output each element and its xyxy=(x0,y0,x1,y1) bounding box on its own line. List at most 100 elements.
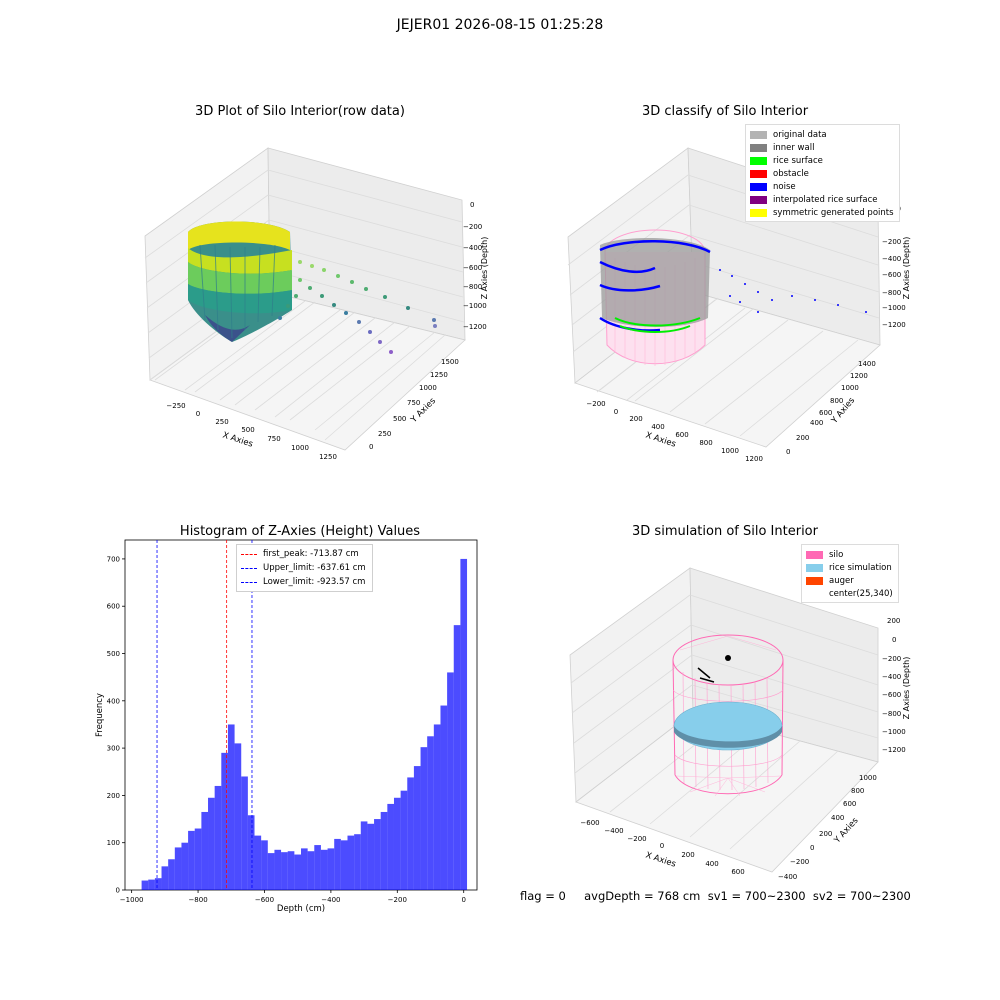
legend-entry-silo: silo xyxy=(806,548,893,561)
raw-ztick: 0 xyxy=(470,201,474,209)
histogram-bar xyxy=(294,854,301,890)
classify-ytick: 1400 xyxy=(858,360,876,368)
histogram-threshold-lines xyxy=(156,540,253,890)
histogram-bar xyxy=(354,834,361,890)
raw-ytick: 500 xyxy=(393,415,406,423)
raw-z-label: Z Axies (Depth) xyxy=(480,237,489,300)
raw-ztick: −400 xyxy=(463,244,482,252)
legend-swatch xyxy=(750,130,767,139)
simulation-z-label: Z Axies (Depth) xyxy=(902,657,911,720)
legend-entry-rice-surface: rice surface xyxy=(750,154,894,167)
histogram-bar xyxy=(307,851,315,890)
classify-ztick: −200 xyxy=(882,238,901,246)
histogram-bar xyxy=(447,672,454,890)
raw-point-cloud xyxy=(188,221,292,342)
classify-ytick: 1000 xyxy=(841,384,859,392)
histogram-bar xyxy=(201,811,209,890)
histogram-bar xyxy=(327,848,335,890)
simulation-xtick: 0 xyxy=(660,842,664,850)
figure-title: JEJER01 2026-08-15 01:25:28 xyxy=(396,17,604,33)
legend-entry-original-data: original data xyxy=(750,128,894,141)
simulation-ztick: −1000 xyxy=(882,728,906,736)
raw-xtick: 1000 xyxy=(291,444,309,452)
histogram-bar xyxy=(281,852,288,890)
raw-panel-title: 3D Plot of Silo Interior(row data) xyxy=(195,104,405,119)
simulation-ytick: 400 xyxy=(831,814,844,822)
legend-label: center(25,340) xyxy=(829,588,893,599)
legend-entry-obstacle: obstacle xyxy=(750,167,894,180)
raw-ztick: −1200 xyxy=(463,323,487,331)
simulation-ytick: 200 xyxy=(819,830,832,838)
histogram-bar xyxy=(413,766,421,890)
histogram-bar xyxy=(181,842,189,890)
legend-swatch xyxy=(241,553,257,555)
legend-entry-lower-limit: Lower_limit: -923.57 cm xyxy=(241,575,366,589)
simulation-x-label: X Axies xyxy=(644,850,677,869)
raw-xtick: 0 xyxy=(196,410,200,418)
histogram-bar xyxy=(141,880,149,890)
histogram-bar xyxy=(393,797,401,890)
legend-entry-center: center(25,340) xyxy=(806,587,893,600)
legend-swatch xyxy=(750,169,767,178)
histogram-bar xyxy=(188,830,195,890)
classify-xtick: 1000 xyxy=(721,447,739,455)
simulation-ztick: −600 xyxy=(882,691,901,699)
legend-swatch xyxy=(750,143,767,152)
histogram-bar xyxy=(334,838,341,890)
histogram-bar xyxy=(427,736,434,890)
classify-xtick: 600 xyxy=(675,431,688,439)
histogram-bar xyxy=(241,776,248,890)
histogram-bar xyxy=(234,743,242,890)
histogram-x-ticks: −1000 −800 −600 −400 −200 0 xyxy=(120,890,466,904)
classify-ztick: −400 xyxy=(882,255,901,263)
legend-entry-symmetric: symmetric generated points xyxy=(750,206,894,219)
legend-swatch xyxy=(806,576,823,585)
histogram-x-label: Depth (cm) xyxy=(277,904,325,914)
classify-y-ticks: 0 200 400 600 800 1000 1200 1400 xyxy=(786,360,876,456)
raw-y-ticks: 0 250 500 750 1000 1250 1500 xyxy=(369,358,459,451)
legend-entry-interpolated: interpolated rice surface xyxy=(750,193,894,206)
raw-ytick: 250 xyxy=(378,430,391,438)
classify-ytick: 800 xyxy=(830,397,843,405)
raw-ztick: −600 xyxy=(463,264,482,272)
legend-swatch xyxy=(750,182,767,191)
simulation-ztick: −400 xyxy=(882,673,901,681)
histogram-bar xyxy=(261,840,268,890)
histogram-bar xyxy=(320,849,328,890)
histogram-bar xyxy=(340,840,348,890)
legend-label: rice simulation xyxy=(829,562,892,573)
histogram-bar xyxy=(420,747,428,890)
histogram-bar xyxy=(380,811,388,890)
simulation-ztick: −200 xyxy=(882,655,901,663)
histogram-bar xyxy=(274,849,282,890)
classify-ytick: 0 xyxy=(786,448,790,456)
legend-entry-rice-simulation: rice simulation xyxy=(806,561,893,574)
histogram-bar xyxy=(360,821,368,890)
legend-entry-first-peak: first_peak: -713.87 cm xyxy=(241,547,366,561)
histogram-bar xyxy=(267,853,275,890)
simulation-xtick: 200 xyxy=(681,851,694,859)
x-tick-label: −600 xyxy=(255,896,274,904)
classify-ytick: 600 xyxy=(819,409,832,417)
y-tick-label: 400 xyxy=(107,697,120,705)
histogram-bar xyxy=(174,847,182,890)
histogram-bar xyxy=(208,797,215,890)
simulation-ytick: −400 xyxy=(778,873,797,881)
status-footer: flag = 0 avgDepth = 768 cm sv1 = 700~230… xyxy=(520,889,911,903)
histogram-bar xyxy=(407,777,414,890)
legend-label: noise xyxy=(773,181,796,192)
simulation-xtick: −600 xyxy=(580,819,599,827)
legend-swatch xyxy=(241,581,257,583)
classify-panel-title: 3D classify of Silo Interior xyxy=(641,104,809,119)
x-tick-label: −800 xyxy=(188,896,207,904)
classify-3d-plot: −200 0 200 400 600 800 1000 1200 X Axies… xyxy=(567,147,911,463)
legend-swatch xyxy=(750,156,767,165)
raw-ytick: 1250 xyxy=(430,371,448,379)
classify-ztick: −600 xyxy=(882,271,901,279)
raw-ytick: 1000 xyxy=(419,384,437,392)
simulation-z-ticks: 200 0 −200 −400 −600 −800 −1000 −1200 xyxy=(882,617,906,754)
y-tick-label: 200 xyxy=(107,792,120,800)
simulation-ytick: 800 xyxy=(851,787,864,795)
histogram-bar xyxy=(440,705,448,890)
classify-ytick: 200 xyxy=(796,434,809,442)
